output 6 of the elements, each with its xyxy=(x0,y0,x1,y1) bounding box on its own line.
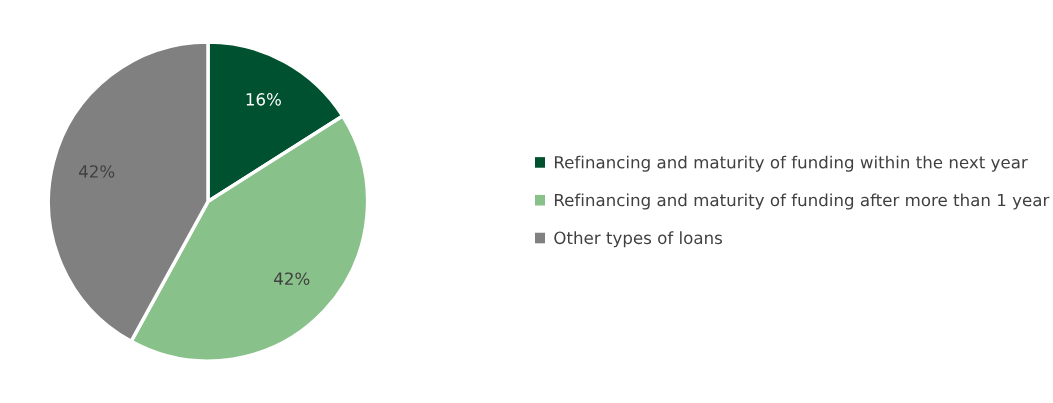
data-label: 42% xyxy=(78,165,115,178)
data-label: 42% xyxy=(274,272,310,285)
legend-label: Refinancing and maturity of funding within the next year xyxy=(554,155,1028,172)
legend-label: Refinancing and maturity of funding after more than 1 year xyxy=(554,193,1050,210)
data-label: 16% xyxy=(246,93,281,106)
legend-label: Other types of loans xyxy=(554,231,722,248)
